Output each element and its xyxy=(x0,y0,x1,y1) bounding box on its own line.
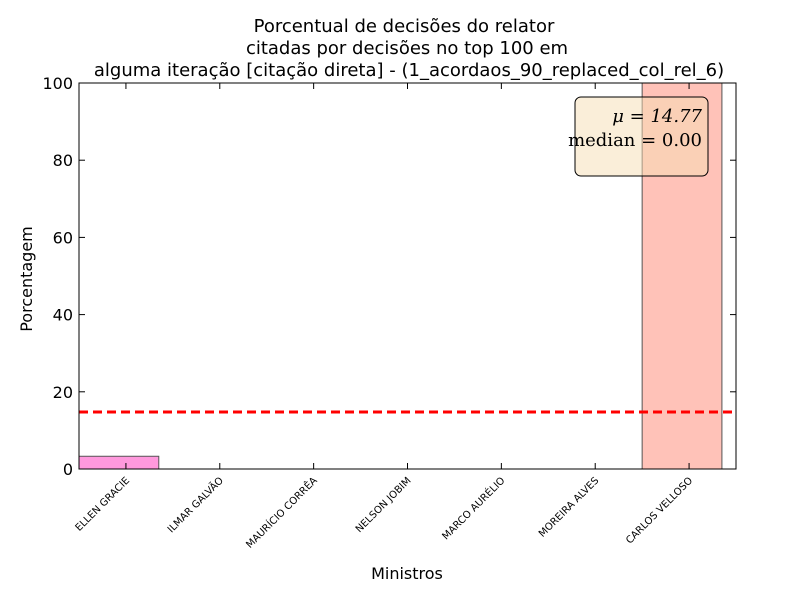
stats-mean: μ = 14.77 xyxy=(612,106,702,127)
y-tick-label: 60 xyxy=(53,228,73,247)
y-tick-label: 80 xyxy=(53,151,73,170)
y-tick-label: 100 xyxy=(42,74,73,93)
title-line-1: Porcentual de decisões do relator xyxy=(254,16,555,37)
y-tick-label: 40 xyxy=(53,306,73,325)
x-tick-label: NELSON JOBIM xyxy=(354,475,414,535)
bar xyxy=(78,455,160,470)
x-tick-label: MAURÍCIO CORRÊA xyxy=(243,474,320,551)
y-tick-label: 20 xyxy=(53,383,73,402)
x-tick-label: ILMAR GALVÃO xyxy=(164,474,226,536)
x-tick-label: CARLOS VELLOSO xyxy=(624,475,695,546)
title-line-2: citadas por decisões no top 100 em xyxy=(246,38,568,59)
stats-box xyxy=(574,96,709,177)
y-tick-label: 0 xyxy=(63,460,73,479)
chart-title: Porcentual de decisões do relator citada… xyxy=(94,16,724,81)
stats-median: median = 0.00 xyxy=(568,130,702,151)
x-tick-label: MARCO AURÉLIO xyxy=(439,474,508,543)
x-tick-label: ELLEN GRACIE xyxy=(74,475,132,533)
x-axis-label: Ministros xyxy=(371,564,443,583)
title-line-3: alguma iteração [citação direta] - (1_ac… xyxy=(94,60,724,81)
plot-area: 0 20 40 60 80 100 ELLEN GRACIE ILMAR GALVÃO MAUR… xyxy=(42,74,737,551)
y-axis-label: Porcentagem xyxy=(17,226,36,332)
x-tick-label: MOREIRA ALVES xyxy=(537,475,601,539)
